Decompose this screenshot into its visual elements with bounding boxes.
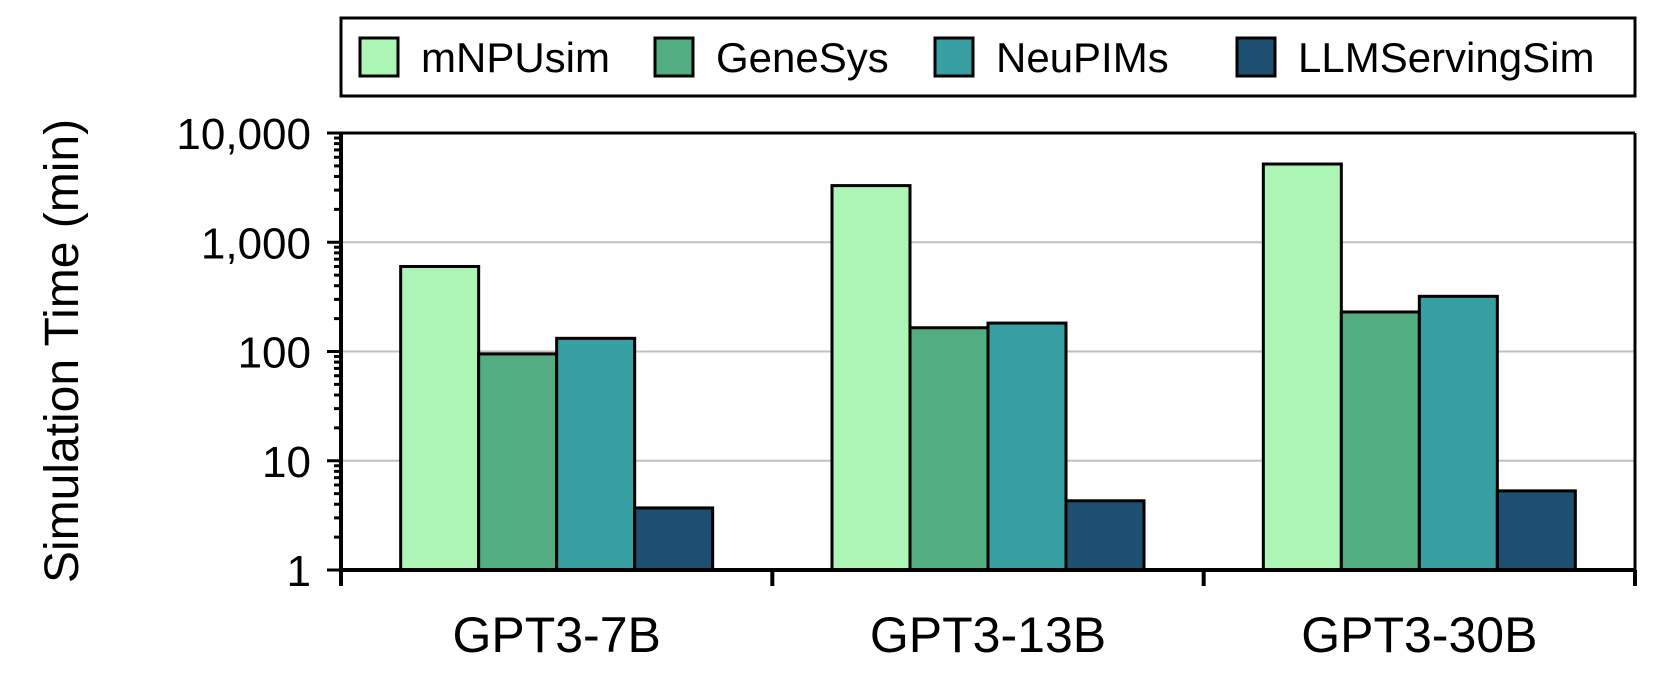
legend-swatch-neupims <box>933 36 975 78</box>
y-tick-label: 1,000 <box>201 219 311 268</box>
y-tick-label: 10 <box>262 438 311 487</box>
bar-neupims-gpt3-7b <box>555 336 637 572</box>
legend-box <box>339 16 1637 98</box>
bar-llmservingsim-gpt3-7b <box>633 506 715 572</box>
bar-genesys-gpt3-13b <box>908 326 990 572</box>
x-category-label: GPT3-30B <box>1301 607 1537 663</box>
bar-neupims-gpt3-13b <box>986 321 1068 572</box>
bar-mnpusim-gpt3-7b <box>399 264 481 572</box>
bars <box>399 162 1577 572</box>
bar-genesys-gpt3-7b <box>477 352 559 572</box>
bar-llmservingsim-gpt3-30b <box>1495 489 1577 572</box>
legend-swatch-genesys <box>653 36 695 78</box>
x-category-label: GPT3-7B <box>452 607 660 663</box>
legend: mNPUsim GeneSys NeuPIMs LLMServingSim <box>339 16 1637 98</box>
y-tick-label: 100 <box>238 329 311 378</box>
x-category-label: GPT3-13B <box>870 607 1106 663</box>
bar-genesys-gpt3-30b <box>1339 310 1421 572</box>
y-axis-title: Simulation Time (min) <box>36 119 89 583</box>
legend-label: mNPUsim <box>421 34 610 81</box>
bar-mnpusim-gpt3-13b <box>830 184 912 572</box>
y-tick-label: 10,000 <box>176 110 311 159</box>
legend-label: GeneSys <box>716 34 889 81</box>
x-tick-labels: GPT3-7B GPT3-13B GPT3-30B <box>452 607 1537 663</box>
bar-llmservingsim-gpt3-13b <box>1064 499 1146 572</box>
legend-label: NeuPIMs <box>996 34 1169 81</box>
bar-mnpusim-gpt3-30b <box>1261 162 1343 572</box>
y-tick-label: 1 <box>287 547 311 596</box>
y-tick-labels: 1 10 100 1,000 10,000 <box>176 110 311 596</box>
bar-neupims-gpt3-30b <box>1417 294 1499 572</box>
legend-swatch-llmservingsim <box>1235 36 1277 78</box>
legend-swatch-mnpusim <box>358 36 400 78</box>
axes <box>327 131 1637 586</box>
legend-label: LLMServingSim <box>1298 34 1594 81</box>
